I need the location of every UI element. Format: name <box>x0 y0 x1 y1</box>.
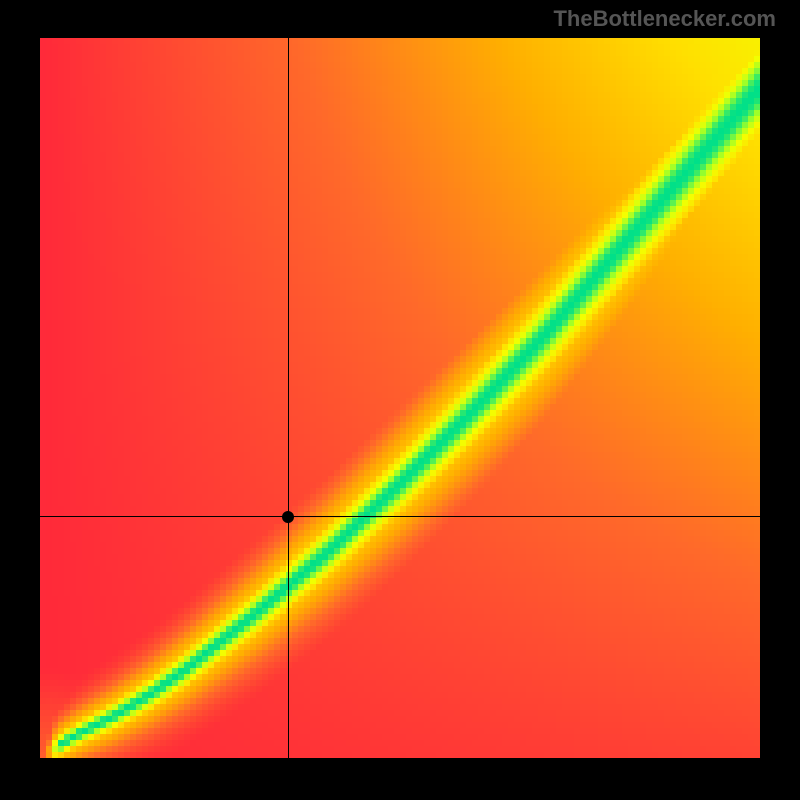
crosshair-horizontal <box>40 516 760 517</box>
heatmap-plot <box>40 38 760 758</box>
watermark-text: TheBottlenecker.com <box>553 6 776 32</box>
page-root: TheBottlenecker.com <box>0 0 800 800</box>
crosshair-vertical <box>288 38 289 758</box>
heatmap-canvas <box>40 38 760 758</box>
crosshair-marker <box>282 511 294 523</box>
